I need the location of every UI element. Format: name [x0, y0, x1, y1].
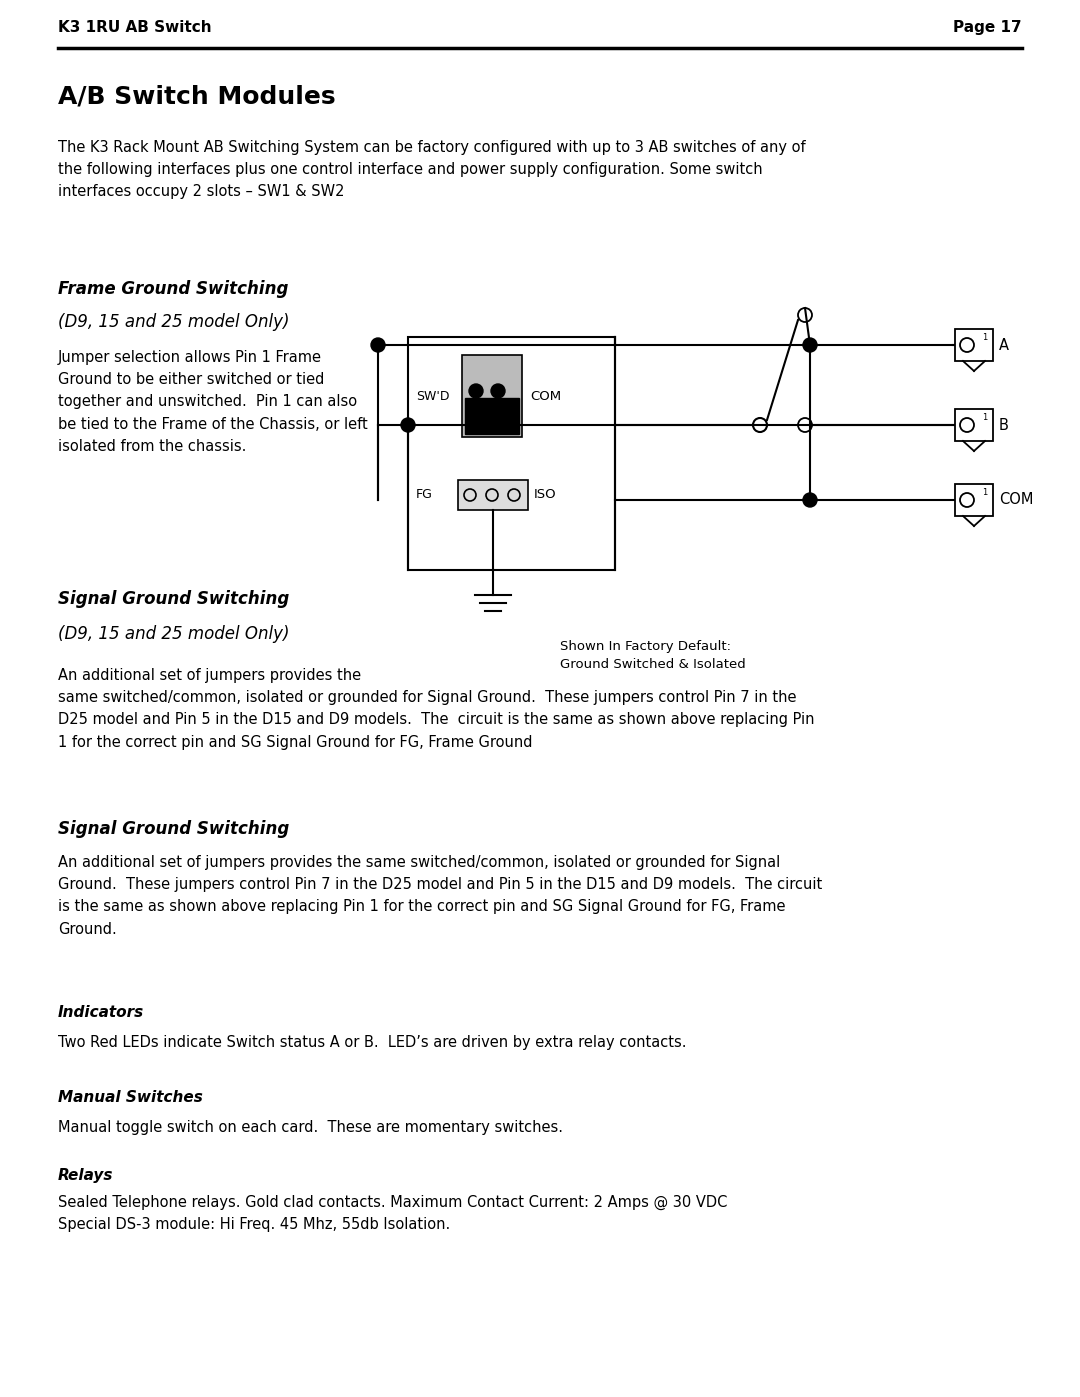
- Text: 1: 1: [983, 332, 987, 342]
- Circle shape: [469, 384, 483, 398]
- Text: Signal Ground Switching: Signal Ground Switching: [58, 820, 289, 838]
- Text: An additional set of jumpers provides the same switched/common, isolated or grou: An additional set of jumpers provides th…: [58, 855, 822, 936]
- Text: Frame Ground Switching: Frame Ground Switching: [58, 279, 288, 298]
- Text: SW'D: SW'D: [416, 390, 449, 402]
- Bar: [465, 398, 519, 434]
- Bar: [955, 330, 993, 360]
- Text: 1: 1: [983, 414, 987, 422]
- Text: Jumper selection allows Pin 1 Frame
Ground to be either switched or tied
togethe: Jumper selection allows Pin 1 Frame Grou…: [58, 351, 368, 454]
- Text: The K3 Rack Mount AB Switching System can be factory configured with up to 3 AB : The K3 Rack Mount AB Switching System ca…: [58, 140, 806, 200]
- Text: B: B: [999, 418, 1009, 433]
- Text: Two Red LEDs indicate Switch status A or B.  LED’s are driven by extra relay con: Two Red LEDs indicate Switch status A or…: [58, 1035, 687, 1051]
- Circle shape: [491, 384, 505, 398]
- Text: Manual Switches: Manual Switches: [58, 1090, 203, 1105]
- Bar: [462, 355, 522, 437]
- Text: A/B Switch Modules: A/B Switch Modules: [58, 85, 336, 109]
- Text: COM: COM: [530, 390, 562, 402]
- Text: A: A: [999, 338, 1009, 352]
- Text: (D9, 15 and 25 model Only): (D9, 15 and 25 model Only): [58, 624, 289, 643]
- Text: Page 17: Page 17: [954, 20, 1022, 35]
- Text: COM: COM: [999, 493, 1034, 507]
- Text: Sealed Telephone relays. Gold clad contacts. Maximum Contact Current: 2 Amps @ 3: Sealed Telephone relays. Gold clad conta…: [58, 1194, 727, 1232]
- Text: Shown In Factory Default:
Ground Switched & Isolated: Shown In Factory Default: Ground Switche…: [561, 640, 746, 671]
- Text: Signal Ground Switching: Signal Ground Switching: [58, 590, 289, 608]
- Text: 1: 1: [983, 488, 987, 497]
- Circle shape: [469, 412, 483, 426]
- Text: Manual toggle switch on each card.  These are momentary switches.: Manual toggle switch on each card. These…: [58, 1120, 563, 1134]
- Text: FG: FG: [416, 489, 433, 502]
- Circle shape: [491, 412, 505, 426]
- Text: Relays: Relays: [58, 1168, 113, 1183]
- Text: (D9, 15 and 25 model Only): (D9, 15 and 25 model Only): [58, 313, 289, 331]
- Bar: [955, 409, 993, 441]
- Text: K3 1RU AB Switch: K3 1RU AB Switch: [58, 20, 212, 35]
- Circle shape: [372, 338, 384, 352]
- Text: Indicators: Indicators: [58, 1004, 145, 1020]
- Circle shape: [804, 338, 816, 352]
- Bar: [458, 481, 528, 510]
- Bar: [408, 337, 615, 570]
- Bar: [955, 483, 993, 515]
- Text: ISO: ISO: [534, 489, 556, 502]
- Text: An additional set of jumpers provides the
same switched/common, isolated or grou: An additional set of jumpers provides th…: [58, 668, 814, 750]
- Circle shape: [804, 493, 816, 507]
- Circle shape: [401, 418, 415, 432]
